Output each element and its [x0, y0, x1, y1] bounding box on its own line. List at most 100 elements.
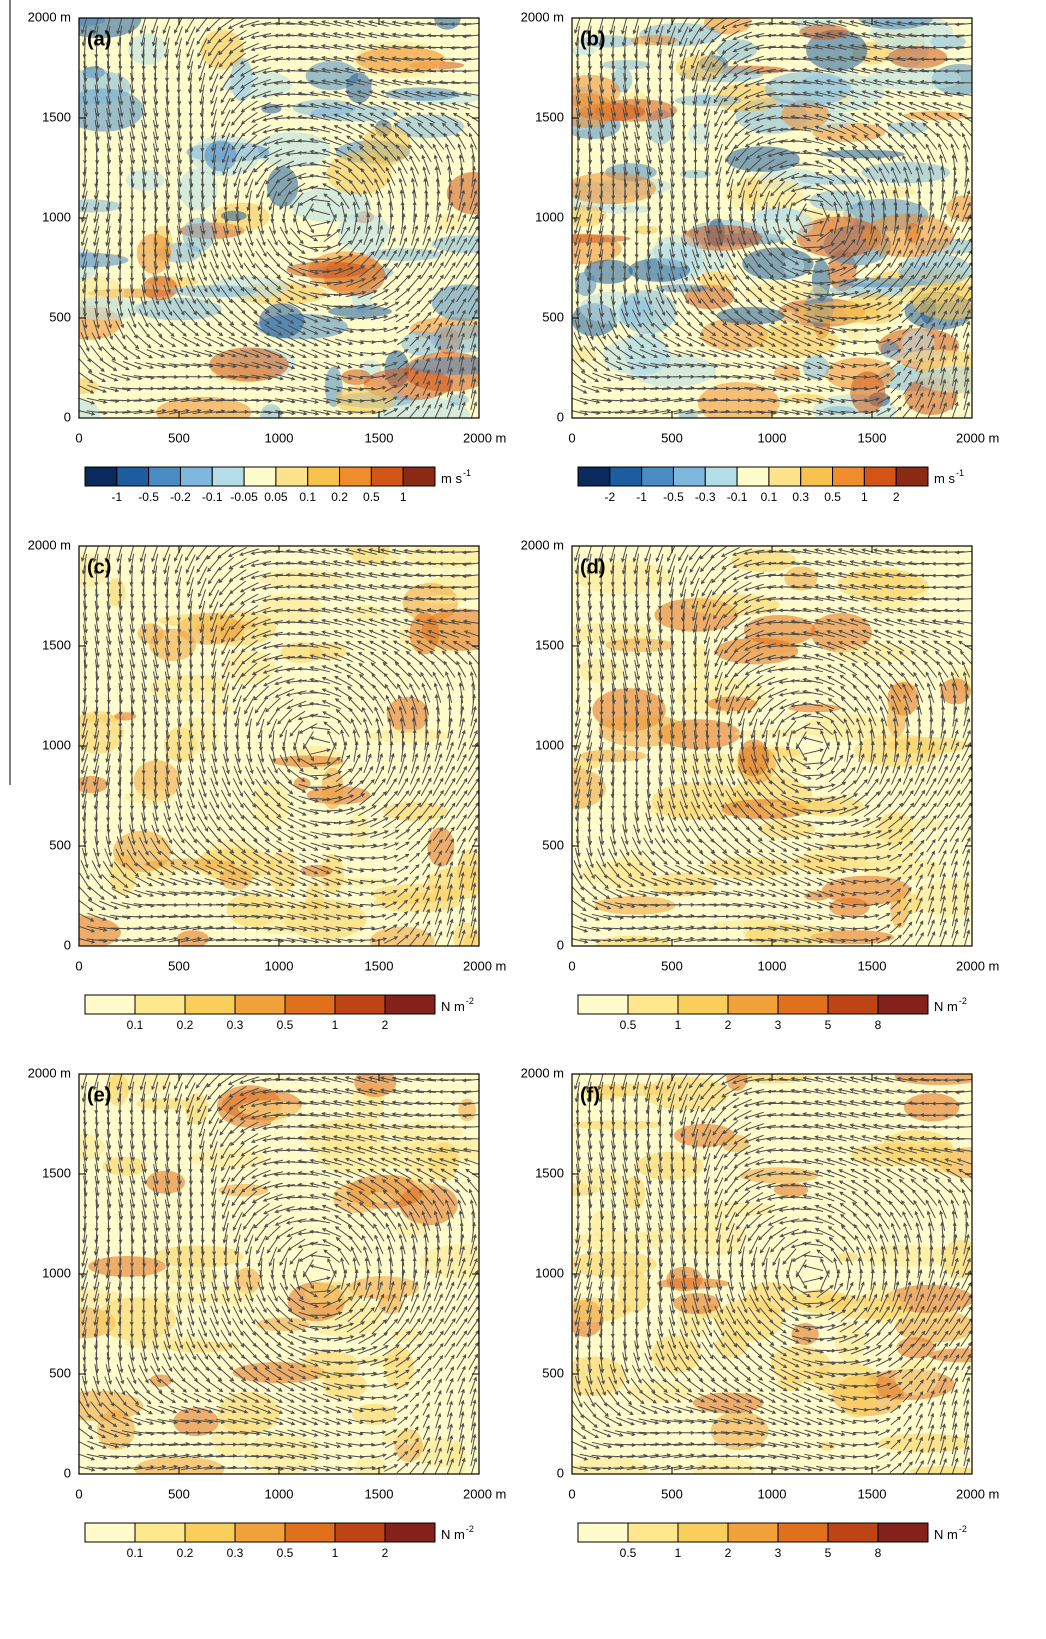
shade-patch	[106, 578, 126, 607]
colorbar-label: 0.3	[227, 1018, 244, 1032]
y-tick-label: 1000	[42, 209, 71, 224]
colorbar-box	[134, 994, 186, 1015]
shade-patch	[140, 1291, 213, 1306]
y-tick-label: 2000 m	[521, 9, 564, 24]
shade-patch	[681, 224, 762, 251]
shade-patch	[142, 275, 178, 301]
shade-patch	[854, 734, 942, 767]
x-tick-label: 0	[568, 430, 575, 445]
colorbar-box	[284, 1522, 336, 1543]
shade-patch	[79, 69, 131, 105]
shade-patch	[896, 1337, 936, 1359]
y-tick-label: 0	[64, 1465, 71, 1480]
shade-patch	[259, 593, 324, 625]
shade-patch	[293, 99, 356, 117]
shade-patch	[333, 1182, 383, 1214]
panel-label: (c)	[87, 556, 111, 578]
shade-patch	[590, 1209, 616, 1239]
colorbar-box	[184, 994, 236, 1015]
x-tick-label: 0	[568, 1486, 575, 1501]
shade-patch	[259, 303, 305, 339]
y-tick-label: 2000 m	[521, 537, 564, 552]
shade-patch	[651, 1335, 701, 1374]
shade-patch	[79, 399, 100, 418]
colorbar-label: -0.5	[138, 490, 159, 504]
shade-patch	[598, 714, 688, 747]
shade-patch	[153, 1245, 244, 1268]
shade-patch	[305, 1281, 362, 1306]
colorbar-label: 8	[875, 1018, 882, 1032]
colorbar-label: 2	[725, 1018, 732, 1032]
colorbar-box	[339, 466, 372, 487]
shade-patch	[833, 1298, 912, 1320]
shade-patch	[385, 87, 460, 101]
shade-patch	[219, 867, 253, 891]
shade-patch	[627, 1381, 693, 1403]
units-exponent: -2	[466, 996, 474, 1006]
colorbar-box	[384, 1522, 436, 1543]
shade-patch	[572, 93, 616, 128]
colorbar-box	[768, 466, 802, 487]
shade-patch	[809, 190, 866, 212]
colorbar-box	[211, 466, 245, 487]
colorbar-box	[284, 994, 336, 1015]
y-tick-label: 1000	[535, 209, 564, 224]
units: N m	[934, 1527, 958, 1542]
shade-patch	[88, 1256, 166, 1277]
shade-patch	[572, 758, 602, 771]
panel-label: (b)	[580, 28, 606, 50]
field	[572, 1074, 972, 1474]
colorbar-box	[84, 1522, 136, 1543]
shade-patch	[382, 1429, 421, 1446]
shade-patch	[624, 1176, 646, 1211]
shade-patch	[812, 1361, 878, 1398]
shade-patch	[386, 696, 429, 733]
x-tick-label: 1000	[758, 430, 787, 445]
shade-patch	[579, 35, 637, 48]
colorbar-label: 0.2	[177, 1018, 194, 1032]
shade-patch	[692, 1392, 764, 1414]
colorbar-label: 0.05	[264, 490, 288, 504]
shade-patch	[912, 879, 972, 917]
shade-patch	[784, 566, 818, 591]
shade-patch	[136, 233, 172, 274]
y-tick-label: 500	[542, 309, 564, 324]
shade-patch	[835, 277, 928, 288]
vector-arrows	[572, 546, 972, 946]
x-tick-label: 1500	[858, 1486, 887, 1501]
colorbar-box	[334, 1522, 386, 1543]
shade-patch	[128, 33, 167, 65]
x-tick-label: 0	[568, 958, 575, 973]
shade-patch	[572, 234, 631, 243]
panel-label: (a)	[87, 28, 111, 50]
shade-patch	[204, 140, 237, 172]
shade-patch	[419, 1243, 479, 1279]
colorbar-label: 2	[725, 1546, 732, 1560]
colorbar-label: -1	[111, 490, 122, 504]
colorbar-box	[877, 994, 929, 1015]
shade-patch	[909, 1466, 972, 1474]
colorbar-box	[179, 466, 213, 487]
shade-patch	[878, 1433, 970, 1453]
colorbar-box	[116, 466, 150, 487]
x-tick-label: 500	[661, 958, 683, 973]
y-tick-label: 1500	[42, 1165, 71, 1180]
colorbar-label: 0.5	[620, 1546, 637, 1560]
shade-patch	[782, 255, 805, 277]
colorbar-box	[134, 1522, 186, 1543]
x-tick-label: 2000 m	[463, 430, 506, 445]
y-tick-label: 2000 m	[28, 9, 71, 24]
y-tick-label: 0	[64, 937, 71, 952]
colorbar-box	[727, 994, 779, 1015]
shade-patch	[102, 1156, 148, 1176]
colorbar-label: 0.5	[620, 1018, 637, 1032]
colorbar-box	[243, 466, 277, 487]
colorbar-label: 0.1	[127, 1546, 144, 1560]
colorbar-box	[577, 466, 611, 487]
colorbar-label: 0.3	[227, 1546, 244, 1560]
shade-patch	[453, 922, 479, 946]
colorbar-box	[777, 994, 829, 1015]
x-tick-label: 2000 m	[463, 1486, 506, 1501]
shade-patch	[176, 930, 209, 946]
colorbar-label: 2	[382, 1018, 389, 1032]
